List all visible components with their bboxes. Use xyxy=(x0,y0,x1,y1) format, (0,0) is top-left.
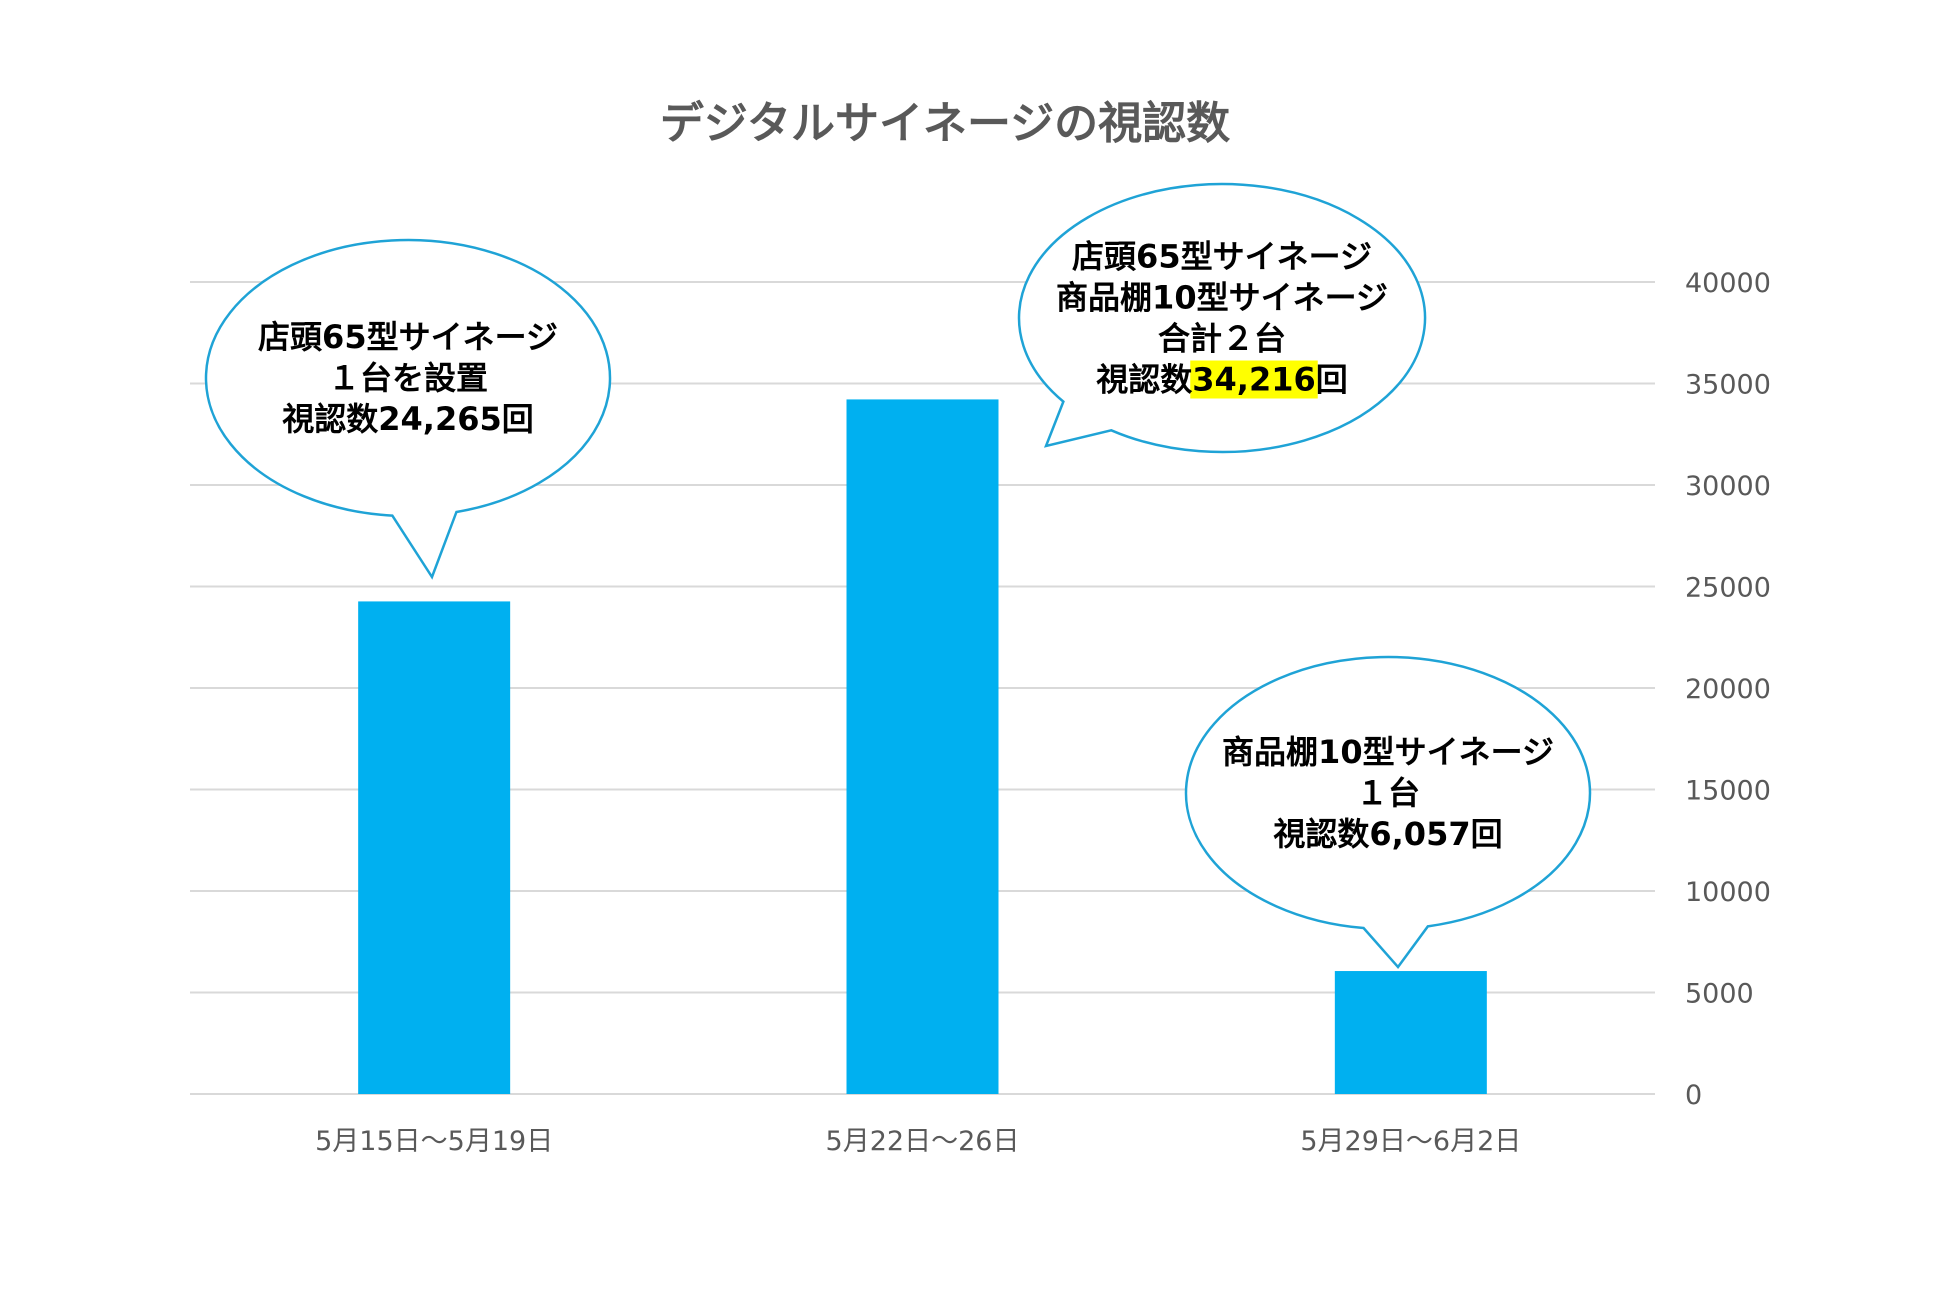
x-category-label: 5月15日〜5月19日 xyxy=(315,1126,553,1157)
callout-text-line: 視認数6,057回 xyxy=(1273,815,1502,853)
y-tick-label: 25000 xyxy=(1685,573,1771,604)
bar xyxy=(846,399,999,1095)
highlight-marker xyxy=(1190,360,1318,399)
y-tick-label: 10000 xyxy=(1685,877,1771,908)
callout-bubble xyxy=(1184,655,1592,969)
callout-bubble xyxy=(1017,182,1427,454)
callout-text-line: 合計２台 xyxy=(1158,320,1286,358)
y-tick-label: 15000 xyxy=(1685,776,1771,807)
y-tick-label: 30000 xyxy=(1685,471,1771,502)
x-category-label: 5月29日〜6月2日 xyxy=(1300,1126,1521,1157)
callout-bubble xyxy=(204,238,612,580)
callout-text-suffix: 回 xyxy=(1316,361,1348,399)
bar xyxy=(1334,971,1487,1094)
callout-text-highlight: 34,216 xyxy=(1192,361,1315,399)
y-tick-label: 20000 xyxy=(1685,674,1771,705)
bars xyxy=(358,399,1487,1095)
bar xyxy=(358,601,511,1094)
callout-text-line: １台を設置 xyxy=(328,359,488,397)
callout-text-line: 店頭65型サイネージ xyxy=(258,318,558,356)
callout-text-line: 視認数24,265回 xyxy=(282,400,534,438)
y-tick-label: 40000 xyxy=(1685,268,1771,299)
chart-title: デジタルサイネージの視認数 xyxy=(660,98,1230,149)
x-category-label: 5月22日〜26日 xyxy=(826,1126,1020,1157)
x-axis-category-labels: 5月15日〜5月19日 5月22日〜26日 5月29日〜6月2日 xyxy=(315,1126,1521,1157)
callout-text-line: 店頭65型サイネージ xyxy=(1072,238,1372,276)
callout-text-line: 商品棚10型サイネージ xyxy=(1222,733,1554,771)
y-tick-label: 35000 xyxy=(1685,370,1771,401)
callout-text-line: 視認数34,216回 xyxy=(1096,361,1348,399)
y-tick-label: 0 xyxy=(1685,1080,1702,1111)
callout-text-line: 商品棚10型サイネージ xyxy=(1056,279,1388,317)
callouts: 店頭65型サイネージ１台を設置視認数24,265回店頭65型サイネージ商品棚10… xyxy=(204,182,1592,969)
y-axis-tick-labels: 0 5000 10000 15000 20000 25000 30000 35000 40000 xyxy=(1685,268,1771,1111)
y-tick-label: 5000 xyxy=(1685,979,1754,1010)
callout-text-line: １台 xyxy=(1356,774,1420,812)
callout-text-prefix: 視認数 xyxy=(1096,361,1193,399)
